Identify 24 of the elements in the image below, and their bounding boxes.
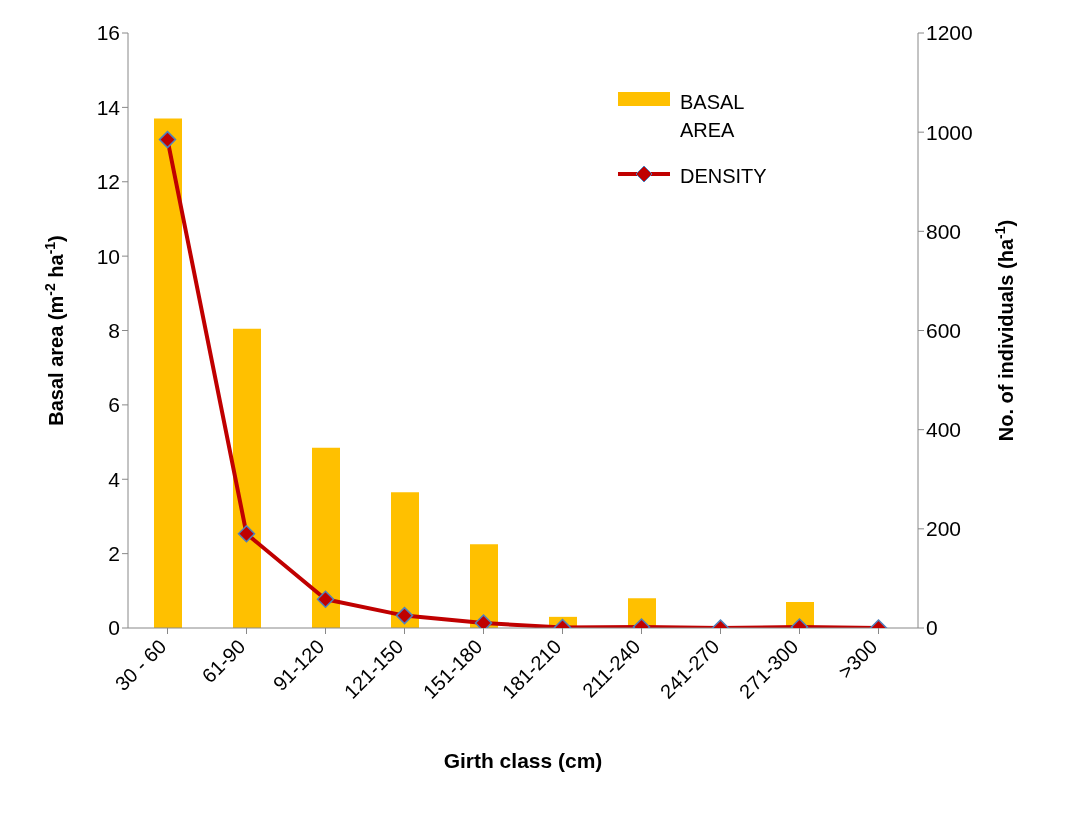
y2-tick-label: 400	[926, 418, 962, 442]
y2-tick-label: 1200	[926, 21, 973, 45]
y-tick-label: 14	[96, 95, 121, 119]
y-tick-label: 2	[108, 542, 120, 566]
y-tick-label: 16	[96, 21, 120, 45]
bar	[233, 328, 261, 628]
y2-tick-label: 200	[926, 517, 962, 541]
legend-label: BASAL AREA	[680, 90, 745, 143]
bar	[470, 544, 498, 628]
y-tick-label: 12	[96, 170, 120, 194]
y-tick-label: 6	[108, 393, 120, 417]
y2-tick-label: 600	[926, 318, 962, 342]
y-tick-label: 10	[96, 244, 120, 268]
bar	[391, 492, 419, 628]
y-tick-label: 8	[108, 318, 120, 342]
legend-label: DENSITY	[680, 164, 768, 189]
y2-tick-label: 1000	[926, 120, 973, 144]
bar	[312, 447, 340, 628]
bar	[154, 118, 182, 628]
x-axis-title: Girth class (cm)	[443, 749, 603, 772]
y2-tick-label: 800	[926, 219, 962, 243]
y-tick-label: 4	[108, 467, 121, 491]
y2-tick-label: 0	[926, 616, 938, 640]
point	[158, 130, 177, 149]
